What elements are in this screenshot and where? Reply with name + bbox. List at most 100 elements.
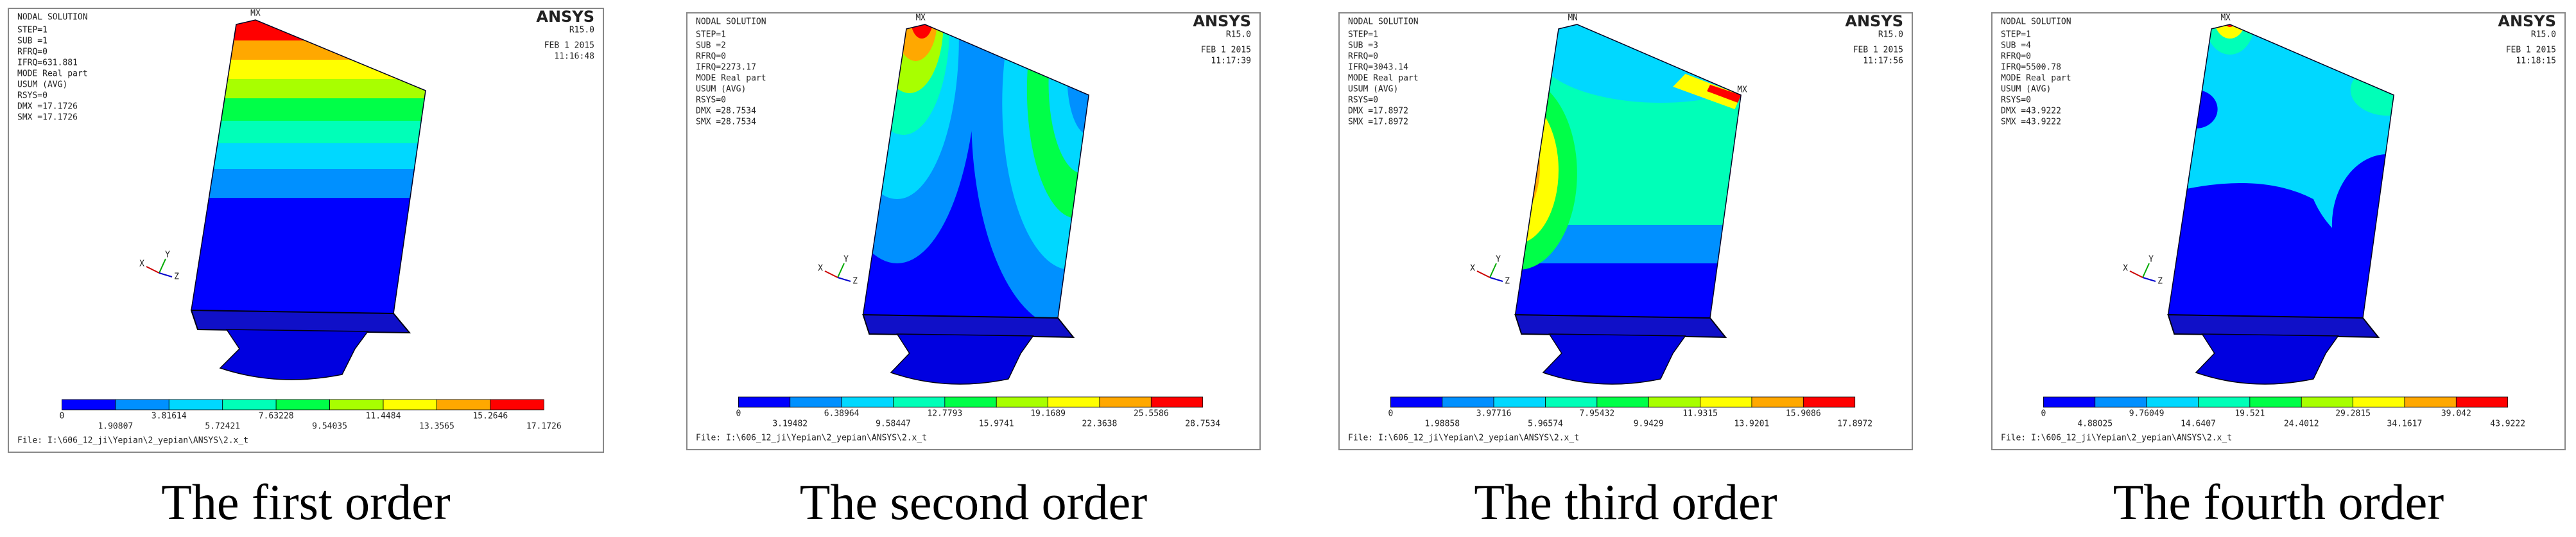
solution-info: RFRQ=0 <box>17 48 48 57</box>
legend-swatch <box>1545 396 1598 408</box>
legend-swatch <box>437 399 491 410</box>
date: FEB 1 2015 <box>1201 46 1251 55</box>
legend-swatch <box>2353 396 2405 408</box>
marker: MX <box>2221 13 2231 22</box>
axis-x <box>146 266 160 274</box>
solution-info: SMX =17.1726 <box>17 113 78 123</box>
solution-info: RSYS=0 <box>696 96 726 105</box>
legend-label: 19.521 <box>2235 409 2265 419</box>
legend-label: 12.7793 <box>927 409 962 419</box>
legend-label: 5.72421 <box>205 422 240 432</box>
blade-outline <box>191 19 426 314</box>
marker: MX <box>916 13 926 22</box>
axis-label: Y <box>1496 255 1501 265</box>
legend-swatch <box>2301 396 2353 408</box>
solution-info: STEP=1 <box>696 30 726 40</box>
legend-swatch <box>1048 396 1100 408</box>
solution-info: STEP=1 <box>17 26 48 35</box>
legend-label: 11.4484 <box>366 412 401 421</box>
file-path: File: I:\606_12_ji\Yepian\2_yepian\ANSYS… <box>17 436 248 446</box>
root <box>890 333 1034 385</box>
legend-swatch <box>1751 396 1804 408</box>
time: 11:18:15 <box>2516 57 2556 66</box>
date: FEB 1 2015 <box>1853 46 1903 55</box>
legend-swatch <box>790 396 842 408</box>
brand: ANSYS <box>2498 12 2556 30</box>
legend-swatch <box>1802 396 1856 408</box>
contour-band <box>1707 85 1742 103</box>
version: R15.0 <box>1226 30 1251 40</box>
solution-info: USUM (AVG) <box>1348 85 1398 94</box>
legend-swatch <box>2455 396 2509 408</box>
legend-swatch <box>1442 396 1494 408</box>
legend-swatch <box>115 399 169 410</box>
legend-swatch <box>1150 396 1204 408</box>
solution-info: DMX =43.9222 <box>2001 107 2061 116</box>
axis-label: Y <box>165 251 170 260</box>
axis-label: X <box>818 264 823 274</box>
legend-label: 3.81614 <box>151 412 187 421</box>
legend-swatch <box>1700 396 1752 408</box>
solution-info: RFRQ=0 <box>696 52 726 62</box>
time: 11:17:39 <box>1211 57 1251 66</box>
solution-info: RSYS=0 <box>1348 96 1378 105</box>
axis-x <box>2129 270 2143 278</box>
legend-label: 3.19482 <box>772 419 808 429</box>
legend-label: 4.88025 <box>2077 419 2113 429</box>
legend-swatch <box>1596 396 1649 408</box>
contour-band <box>1673 74 1742 109</box>
legend-label: 7.95432 <box>1579 409 1614 419</box>
legend-label: 9.76049 <box>2129 409 2165 419</box>
legend-label: 19.1689 <box>1030 409 1066 419</box>
legend-label: 9.54035 <box>312 422 347 432</box>
solution-info: DMX =17.8972 <box>1348 107 1408 116</box>
blade-outline <box>1514 24 1742 319</box>
legend-swatch <box>2404 396 2457 408</box>
legend-label: 3.97716 <box>1476 409 1512 419</box>
root <box>2195 333 2339 385</box>
solution-info: DMX =17.1726 <box>17 102 78 112</box>
legend-label: 25.5586 <box>1134 409 1169 419</box>
platform <box>862 313 1075 339</box>
legend-swatch <box>490 399 544 410</box>
legend-label: 34.1617 <box>2387 419 2423 429</box>
legend-swatch <box>2198 396 2251 408</box>
version: R15.0 <box>569 26 594 35</box>
legend-label: 5.96574 <box>1528 419 1563 429</box>
solution-info: SMX =17.8972 <box>1348 118 1408 127</box>
contour-band <box>910 24 933 39</box>
legend-label: 9.58447 <box>876 419 911 429</box>
caption: The third order <box>1474 474 1777 530</box>
legend-swatch <box>841 396 894 408</box>
solution-info: RSYS=0 <box>17 91 48 101</box>
file-path: File: I:\606_12_ji\Yepian\2_yepian\ANSYS… <box>2001 434 2232 443</box>
legend-swatch <box>168 399 223 410</box>
solution-info: SMX =28.7534 <box>696 118 756 127</box>
solution-info: IFRQ=5500.78 <box>2001 63 2061 73</box>
version: R15.0 <box>2531 30 2556 40</box>
legend-swatch <box>383 399 437 410</box>
legend-label: 13.3565 <box>419 422 454 432</box>
legend-label: 14.6407 <box>2181 419 2216 429</box>
legend-swatch <box>893 396 946 408</box>
date: FEB 1 2015 <box>544 41 594 51</box>
time: 11:16:48 <box>554 52 594 62</box>
axis-z <box>2142 277 2156 282</box>
blade-outline <box>2167 24 2394 319</box>
legend-swatch <box>2043 396 2096 408</box>
brand: ANSYS <box>1193 12 1251 30</box>
legend-label: 39.042 <box>2441 409 2471 419</box>
legend-swatch <box>1648 396 1700 408</box>
legend-label: 0 <box>1388 409 1393 419</box>
legend-label: 29.2815 <box>2335 409 2371 419</box>
solution-info: RSYS=0 <box>2001 96 2031 105</box>
legend-label: 0 <box>60 412 65 421</box>
plot-title: NODAL SOLUTION <box>696 17 766 27</box>
axis-label: Z <box>174 272 179 282</box>
legend-label: 1.98858 <box>1424 419 1460 429</box>
file-path: File: I:\606_12_ji\Yepian\2_yepian\ANSYS… <box>1348 434 1579 443</box>
marker: MX <box>250 9 261 19</box>
solution-info: MODE Real part <box>17 69 88 79</box>
legend-label: 17.1726 <box>526 422 562 432</box>
